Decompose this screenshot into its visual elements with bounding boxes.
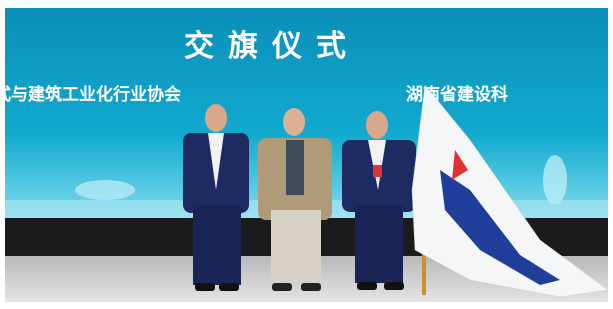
screen-title: 交旗仪式 xyxy=(184,29,360,64)
photo: 交旗仪式 式与建筑工业化行业协会 湖南省建设科 xyxy=(0,0,613,309)
screen-graphic xyxy=(75,180,135,200)
screen-banner: 湖南省建设科 xyxy=(406,84,508,105)
screen-graphic xyxy=(543,155,567,205)
screen-banner: 式与建筑工业化行业协会 xyxy=(0,84,181,105)
page: 交旗仪式 式与建筑工业化行业协会 湖南省建设科 (() => { cons xyxy=(0,0,613,309)
